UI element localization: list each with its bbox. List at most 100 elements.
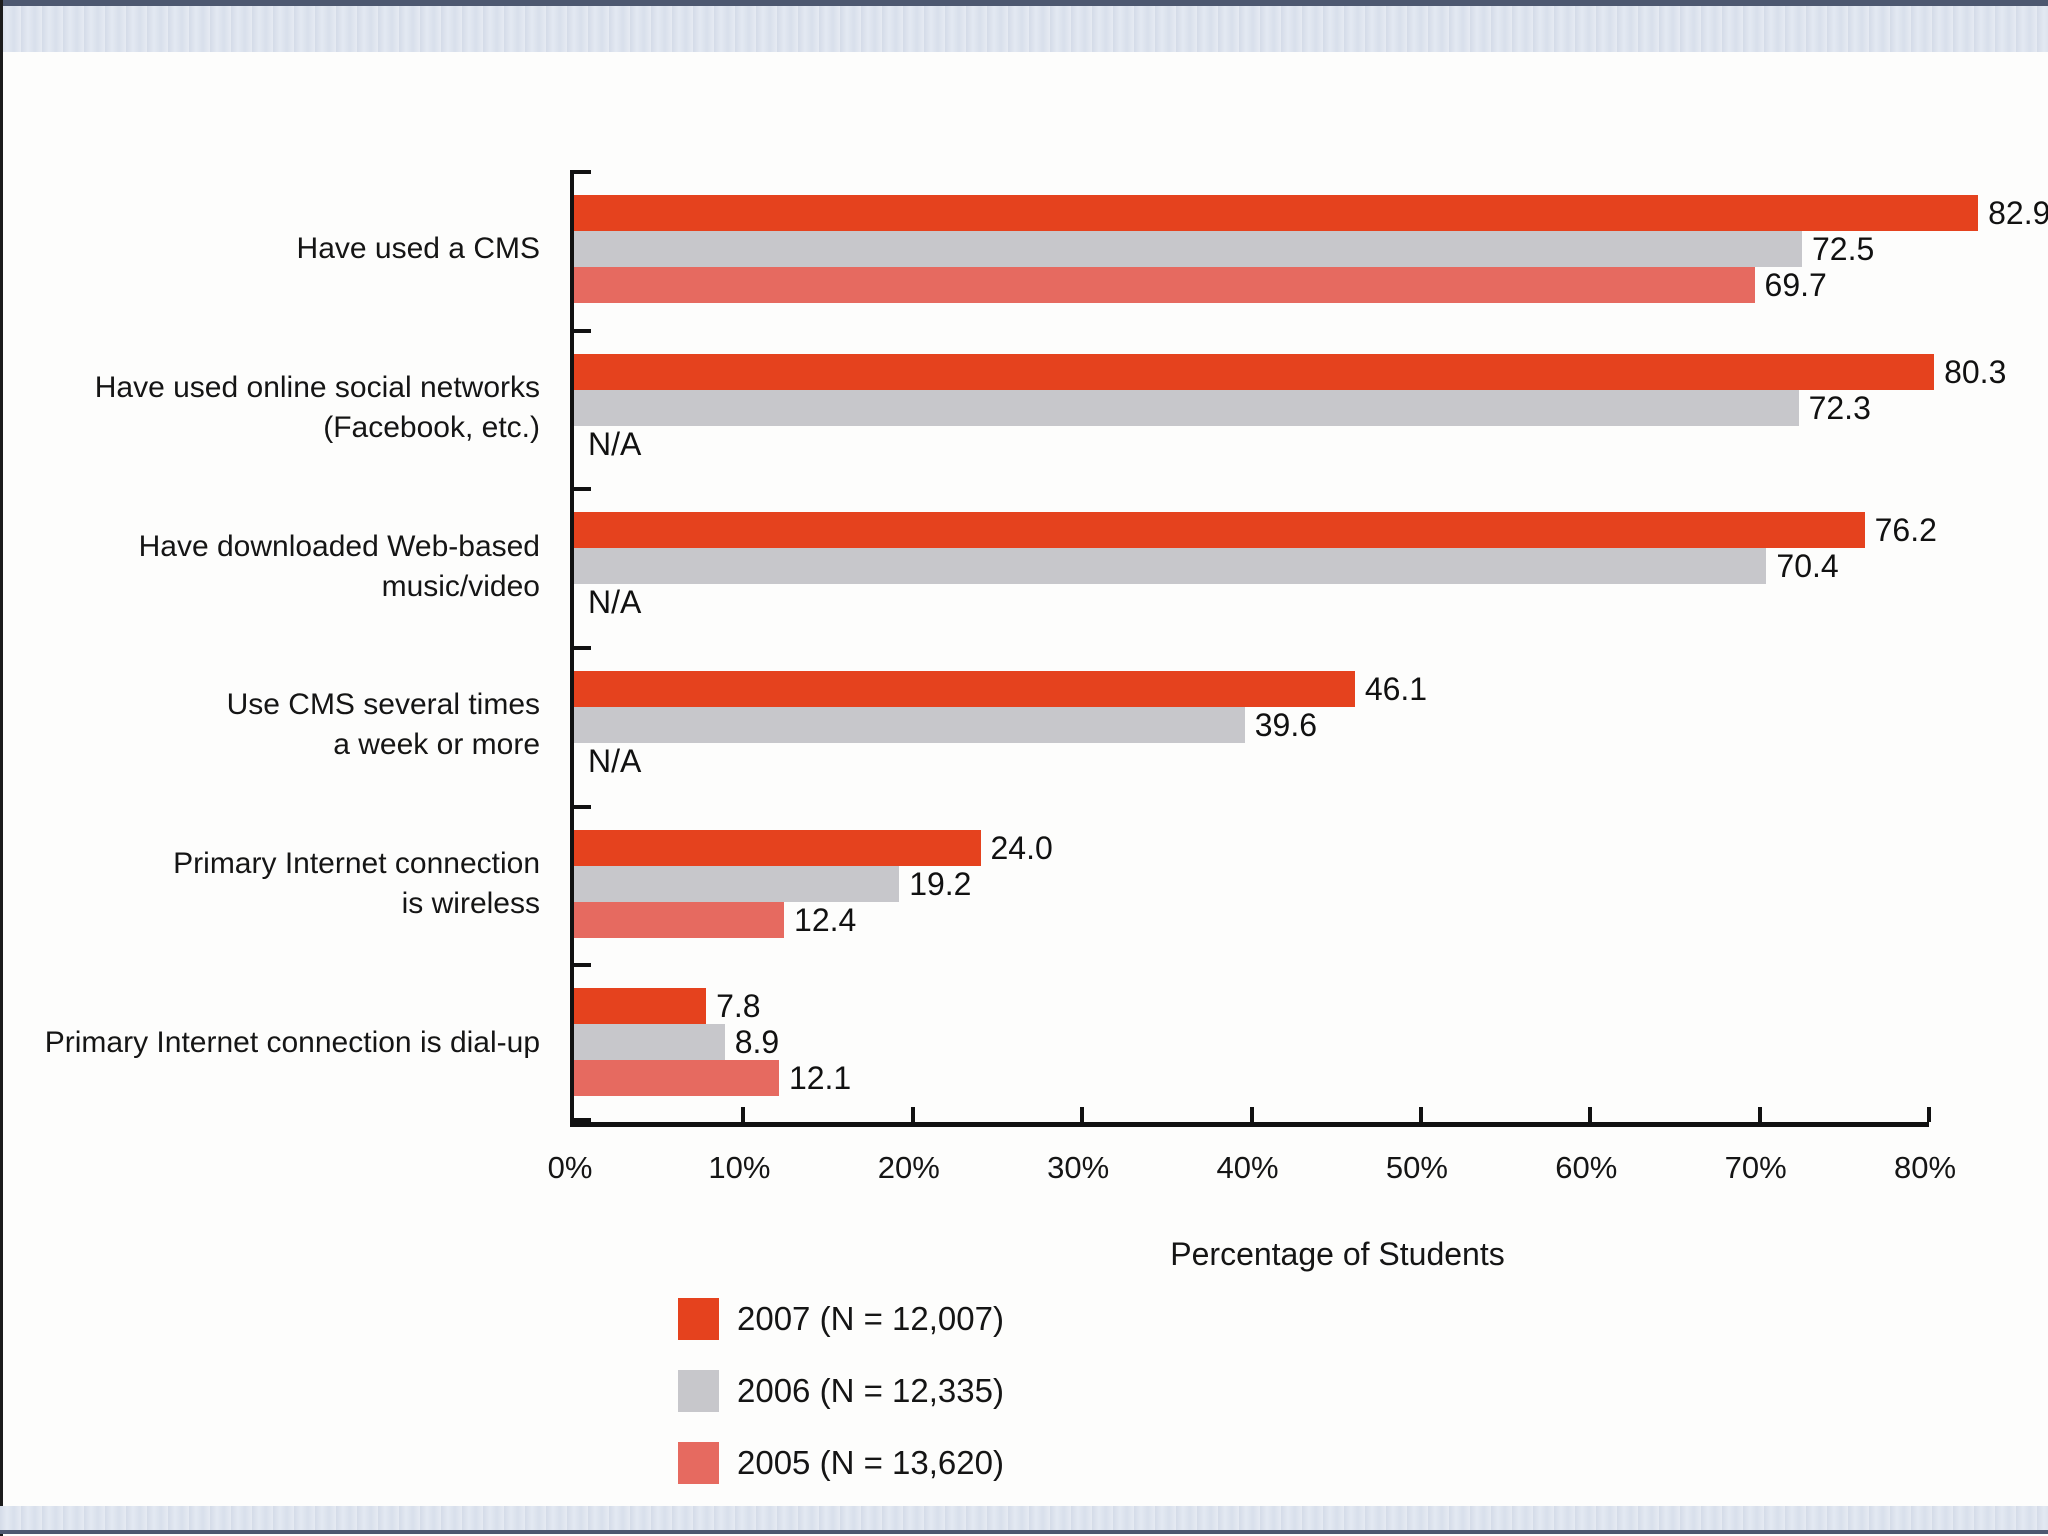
x-axis-tick-label: 70% <box>1724 1150 1787 1185</box>
legend-item: 2005 (N = 13,620) <box>678 1442 1004 1484</box>
bar-2006 <box>574 231 1802 267</box>
bar-2005 <box>574 267 1755 303</box>
bar-row: 12.1 <box>574 1060 852 1097</box>
category-label: Have used a CMS <box>0 170 540 329</box>
slide-left-edge <box>0 0 3 1536</box>
bar-group: 82.9 72.5 69.7 <box>574 170 2048 329</box>
x-axis-tick <box>1757 1107 1762 1122</box>
bar-value-label: 46.1 <box>1364 671 1428 707</box>
bar-row: 69.7 <box>574 267 1827 303</box>
bar-value-label: 8.9 <box>734 1024 780 1061</box>
na-label: N/A <box>588 743 642 779</box>
x-axis-tick <box>741 1107 746 1122</box>
bar-row: N/A <box>574 584 641 620</box>
bar-2006 <box>574 1024 725 1061</box>
x-axis-tick <box>1080 1107 1085 1122</box>
bar-2007 <box>574 353 1935 390</box>
y-axis-tick <box>574 963 591 968</box>
x-axis-tick-labels: 0% 10% 20% 30% 40% 50% 60% 70% 80% <box>548 1150 1956 1194</box>
category-label-line: Have used a CMS <box>296 232 540 266</box>
category-axis-labels: Have used a CMS Have used online social n… <box>0 170 540 1122</box>
bar-2005 <box>574 1060 779 1097</box>
bar-group: 76.2 70.4 N/A <box>574 487 1937 646</box>
bar-row: 8.9 <box>574 1024 780 1061</box>
bar-row: 12.4 <box>574 901 857 938</box>
slide-bottom-edge <box>0 1530 2048 1534</box>
bar-value-label: 12.1 <box>788 1060 852 1097</box>
bar-2006 <box>574 707 1245 743</box>
category-label-line: Primary Internet connection is dial-up <box>44 1025 540 1059</box>
bar-group: 46.1 39.6 N/A <box>574 646 1929 805</box>
category-label-line: (Facebook, etc.) <box>323 410 540 444</box>
y-axis-tick <box>574 170 591 174</box>
category-label: Use CMS several times a week or more <box>0 646 540 805</box>
bar-2007 <box>574 829 981 866</box>
bar-2007 <box>574 671 1355 707</box>
bar-value-label: 12.4 <box>794 901 857 938</box>
x-axis-tick-label: 50% <box>1385 1150 1448 1185</box>
na-label: N/A <box>588 425 642 462</box>
bar-value-label: 69.7 <box>1764 267 1827 303</box>
y-axis-tick <box>574 328 591 333</box>
bar-group: 80.3 72.3 N/A <box>574 329 2006 488</box>
x-axis-tick-label: 20% <box>877 1150 940 1185</box>
category-label: Primary Internet connection is dial-up <box>0 963 540 1122</box>
bar-group: 24.0 19.2 12.4 <box>574 805 1929 964</box>
bar-value-label: 72.5 <box>1811 231 1875 267</box>
bar-row: 70.4 <box>574 548 1839 585</box>
legend-label: 2007 (N = 12,007) <box>737 1300 1004 1337</box>
category-label-line: Have downloaded Web-based <box>138 529 540 563</box>
bar-value-label: 80.3 <box>1944 353 2007 390</box>
x-axis-tick-label: 0% <box>547 1150 593 1185</box>
x-axis-tick <box>910 1107 915 1122</box>
bar-row: 76.2 <box>574 512 1937 549</box>
bar-2006 <box>574 865 900 902</box>
bar-value-label: 7.8 <box>716 988 761 1025</box>
chart-legend: 2007 (N = 12,007) 2006 (N = 12,335) 2005 (… <box>678 1298 1004 1514</box>
category-label-line: is wireless <box>401 886 540 920</box>
bar-row: N/A <box>574 426 641 462</box>
legend-item: 2006 (N = 12,335) <box>678 1370 1004 1412</box>
x-axis-tick <box>1927 1107 1931 1122</box>
bar-value-label: 72.3 <box>1808 389 1871 426</box>
legend-swatch <box>678 1298 719 1340</box>
bar-row: 39.6 <box>574 707 1317 743</box>
bar-value-label: 76.2 <box>1874 512 1937 549</box>
legend-swatch <box>678 1442 719 1484</box>
bar-row: 19.2 <box>574 865 972 902</box>
bar-value-label: 24.0 <box>990 829 1053 866</box>
bar-value-label: 70.4 <box>1776 548 1839 585</box>
bar-2007 <box>574 988 707 1025</box>
bar-2007 <box>574 512 1865 549</box>
x-axis-tick <box>1588 1107 1593 1122</box>
bar-value-label: 19.2 <box>909 865 972 902</box>
category-label-line: Have used online social networks <box>94 370 540 404</box>
x-axis-title: Percentage of Students <box>1170 1236 1505 1272</box>
y-axis-tick <box>574 1118 591 1122</box>
legend-item: 2007 (N = 12,007) <box>678 1298 1004 1340</box>
x-axis-tick-label: 30% <box>1047 1150 1110 1185</box>
bar-2006 <box>574 389 1799 426</box>
category-label: Primary Internet connection is wireless <box>0 805 540 964</box>
x-axis-tick-label: 10% <box>708 1150 771 1185</box>
category-label-line: Primary Internet connection <box>173 846 540 880</box>
plot-area: 82.9 72.5 69.7 80.3 72.3 N/A 76.2 70.4 N/A 46.1 39… <box>570 170 2048 1127</box>
x-axis-tick <box>1418 1107 1423 1122</box>
legend-label: 2005 (N = 13,620) <box>737 1444 1004 1481</box>
category-label-line: Use CMS several times <box>226 688 540 722</box>
bar-2007 <box>574 195 1979 231</box>
bar-row: 46.1 <box>574 671 1427 707</box>
bar-row: 72.5 <box>574 231 1874 267</box>
bar-row: N/A <box>574 743 641 779</box>
bar-2005 <box>574 901 785 938</box>
bar-row: 80.3 <box>574 353 2007 390</box>
bar-value-label: 39.6 <box>1254 707 1317 743</box>
slide-top-band <box>0 0 2048 52</box>
legend-swatch <box>678 1370 719 1412</box>
bar-row: 82.9 <box>574 195 2048 231</box>
bar-value-label: 82.9 <box>1988 195 2048 231</box>
legend-label: 2006 (N = 12,335) <box>737 1372 1004 1409</box>
x-axis-tick <box>1249 1107 1254 1122</box>
na-label: N/A <box>588 584 642 621</box>
